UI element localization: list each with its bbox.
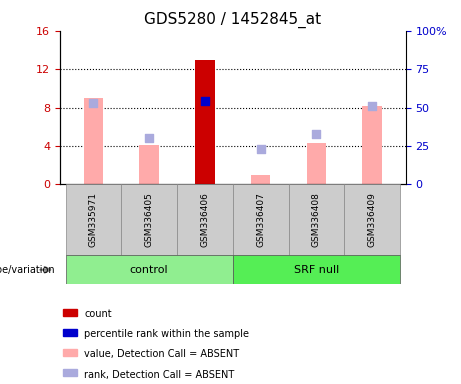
Text: control: control bbox=[130, 265, 168, 275]
Text: GSM335971: GSM335971 bbox=[89, 192, 98, 247]
Bar bbox=[64, 329, 77, 336]
Text: count: count bbox=[84, 309, 112, 319]
Text: GSM336406: GSM336406 bbox=[201, 192, 209, 247]
Point bbox=[201, 98, 209, 104]
Bar bbox=[195, 60, 215, 184]
Title: GDS5280 / 1452845_at: GDS5280 / 1452845_at bbox=[144, 12, 321, 28]
FancyBboxPatch shape bbox=[177, 184, 233, 255]
Text: genotype/variation: genotype/variation bbox=[0, 265, 55, 275]
Point bbox=[257, 146, 264, 152]
FancyBboxPatch shape bbox=[121, 184, 177, 255]
Text: GSM336407: GSM336407 bbox=[256, 192, 265, 247]
FancyBboxPatch shape bbox=[65, 184, 121, 255]
Bar bbox=[64, 309, 77, 316]
Text: value, Detection Call = ABSENT: value, Detection Call = ABSENT bbox=[84, 349, 239, 359]
Bar bbox=[64, 369, 77, 376]
Bar bbox=[307, 143, 326, 184]
FancyBboxPatch shape bbox=[289, 184, 344, 255]
FancyBboxPatch shape bbox=[344, 184, 400, 255]
Text: GSM336408: GSM336408 bbox=[312, 192, 321, 247]
Text: rank, Detection Call = ABSENT: rank, Detection Call = ABSENT bbox=[84, 369, 234, 379]
Bar bbox=[64, 349, 77, 356]
FancyBboxPatch shape bbox=[65, 255, 233, 284]
Point bbox=[146, 135, 153, 141]
Text: percentile rank within the sample: percentile rank within the sample bbox=[84, 329, 249, 339]
FancyBboxPatch shape bbox=[233, 255, 400, 284]
Point bbox=[313, 131, 320, 137]
Bar bbox=[362, 106, 382, 184]
Text: SRF null: SRF null bbox=[294, 265, 339, 275]
Text: GSM336405: GSM336405 bbox=[145, 192, 154, 247]
Bar bbox=[83, 98, 103, 184]
Point bbox=[368, 103, 376, 109]
Point bbox=[90, 99, 97, 106]
Text: GSM336409: GSM336409 bbox=[368, 192, 377, 247]
Bar bbox=[139, 145, 159, 184]
FancyBboxPatch shape bbox=[233, 184, 289, 255]
Bar bbox=[251, 175, 271, 184]
